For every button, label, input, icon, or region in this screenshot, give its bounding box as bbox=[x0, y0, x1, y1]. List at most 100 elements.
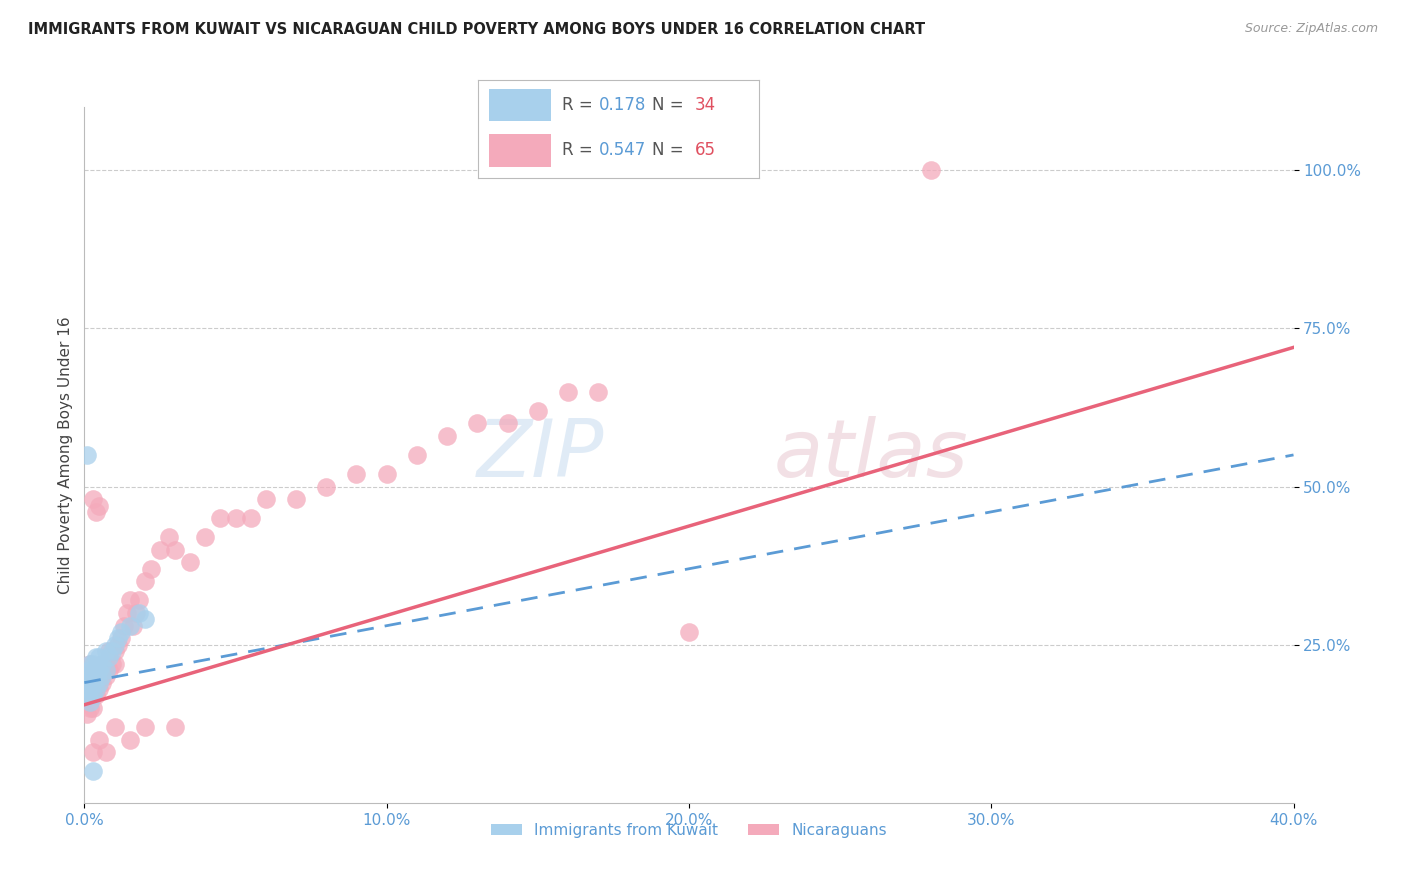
Text: 65: 65 bbox=[695, 142, 716, 160]
Point bbox=[118, 593, 141, 607]
Point bbox=[76, 707, 98, 722]
Bar bbox=[489, 134, 551, 167]
Point bbox=[100, 657, 122, 671]
Point bbox=[91, 669, 114, 683]
Point bbox=[128, 606, 150, 620]
Point bbox=[79, 669, 101, 683]
Point bbox=[82, 745, 104, 759]
Point bbox=[82, 764, 104, 779]
Point bbox=[82, 681, 104, 696]
Point bbox=[82, 663, 104, 677]
Point bbox=[82, 675, 104, 690]
Point bbox=[125, 606, 148, 620]
Point bbox=[110, 632, 132, 646]
Point bbox=[94, 669, 117, 683]
Point bbox=[128, 593, 150, 607]
Text: 34: 34 bbox=[695, 96, 716, 114]
Legend: Immigrants from Kuwait, Nicaraguans: Immigrants from Kuwait, Nicaraguans bbox=[485, 817, 893, 844]
Text: Source: ZipAtlas.com: Source: ZipAtlas.com bbox=[1244, 22, 1378, 36]
Point bbox=[406, 448, 429, 462]
Point bbox=[89, 675, 111, 690]
Point bbox=[79, 657, 101, 671]
Point bbox=[89, 681, 111, 696]
Point bbox=[557, 384, 579, 399]
Point bbox=[76, 669, 98, 683]
Point bbox=[104, 644, 127, 658]
Point bbox=[678, 625, 700, 640]
Point bbox=[91, 675, 114, 690]
Point bbox=[79, 681, 101, 696]
Point bbox=[121, 618, 143, 632]
Point bbox=[375, 467, 398, 481]
Point bbox=[239, 511, 262, 525]
Point bbox=[76, 681, 98, 696]
Point bbox=[86, 650, 108, 665]
Point bbox=[94, 657, 117, 671]
Point bbox=[118, 732, 141, 747]
Text: ZIP: ZIP bbox=[477, 416, 605, 494]
Point bbox=[157, 530, 180, 544]
Point bbox=[89, 732, 111, 747]
Point bbox=[82, 688, 104, 702]
Point bbox=[118, 618, 141, 632]
Text: R =: R = bbox=[562, 96, 599, 114]
Point bbox=[134, 720, 156, 734]
Point bbox=[97, 644, 120, 658]
Point bbox=[86, 663, 108, 677]
Point bbox=[225, 511, 247, 525]
Point bbox=[134, 574, 156, 589]
Point bbox=[79, 695, 101, 709]
Point bbox=[94, 745, 117, 759]
Point bbox=[110, 625, 132, 640]
Point bbox=[107, 632, 129, 646]
Point bbox=[76, 675, 98, 690]
Point bbox=[76, 669, 98, 683]
Point bbox=[79, 701, 101, 715]
Point bbox=[139, 562, 162, 576]
Point bbox=[86, 688, 108, 702]
Point bbox=[94, 644, 117, 658]
Text: 0.547: 0.547 bbox=[599, 142, 647, 160]
Bar bbox=[489, 89, 551, 121]
Point bbox=[79, 663, 101, 677]
Text: N =: N = bbox=[652, 96, 689, 114]
Point bbox=[91, 657, 114, 671]
Point bbox=[527, 403, 550, 417]
Point bbox=[76, 688, 98, 702]
Point bbox=[920, 163, 942, 178]
Y-axis label: Child Poverty Among Boys Under 16: Child Poverty Among Boys Under 16 bbox=[58, 316, 73, 594]
Text: 0.178: 0.178 bbox=[599, 96, 647, 114]
Point bbox=[76, 448, 98, 462]
Point bbox=[115, 606, 138, 620]
Point bbox=[86, 681, 108, 696]
Point bbox=[104, 657, 127, 671]
Point bbox=[86, 669, 108, 683]
Point bbox=[467, 417, 489, 431]
Point bbox=[82, 492, 104, 507]
Point bbox=[97, 650, 120, 665]
Point bbox=[315, 479, 337, 493]
Point bbox=[436, 429, 458, 443]
Point bbox=[134, 612, 156, 626]
Point bbox=[285, 492, 308, 507]
Point bbox=[91, 657, 114, 671]
Point bbox=[89, 663, 111, 677]
Point bbox=[89, 669, 111, 683]
Point bbox=[82, 669, 104, 683]
Point bbox=[79, 657, 101, 671]
Point bbox=[82, 701, 104, 715]
Point bbox=[346, 467, 368, 481]
Point bbox=[86, 505, 108, 519]
Point bbox=[149, 542, 172, 557]
Point bbox=[254, 492, 277, 507]
Point bbox=[89, 650, 111, 665]
Point bbox=[79, 669, 101, 683]
Point bbox=[86, 669, 108, 683]
Text: atlas: atlas bbox=[773, 416, 969, 494]
Point bbox=[179, 556, 201, 570]
Point bbox=[94, 663, 117, 677]
Point bbox=[496, 417, 519, 431]
Point bbox=[107, 638, 129, 652]
Point bbox=[100, 644, 122, 658]
Point bbox=[104, 638, 127, 652]
